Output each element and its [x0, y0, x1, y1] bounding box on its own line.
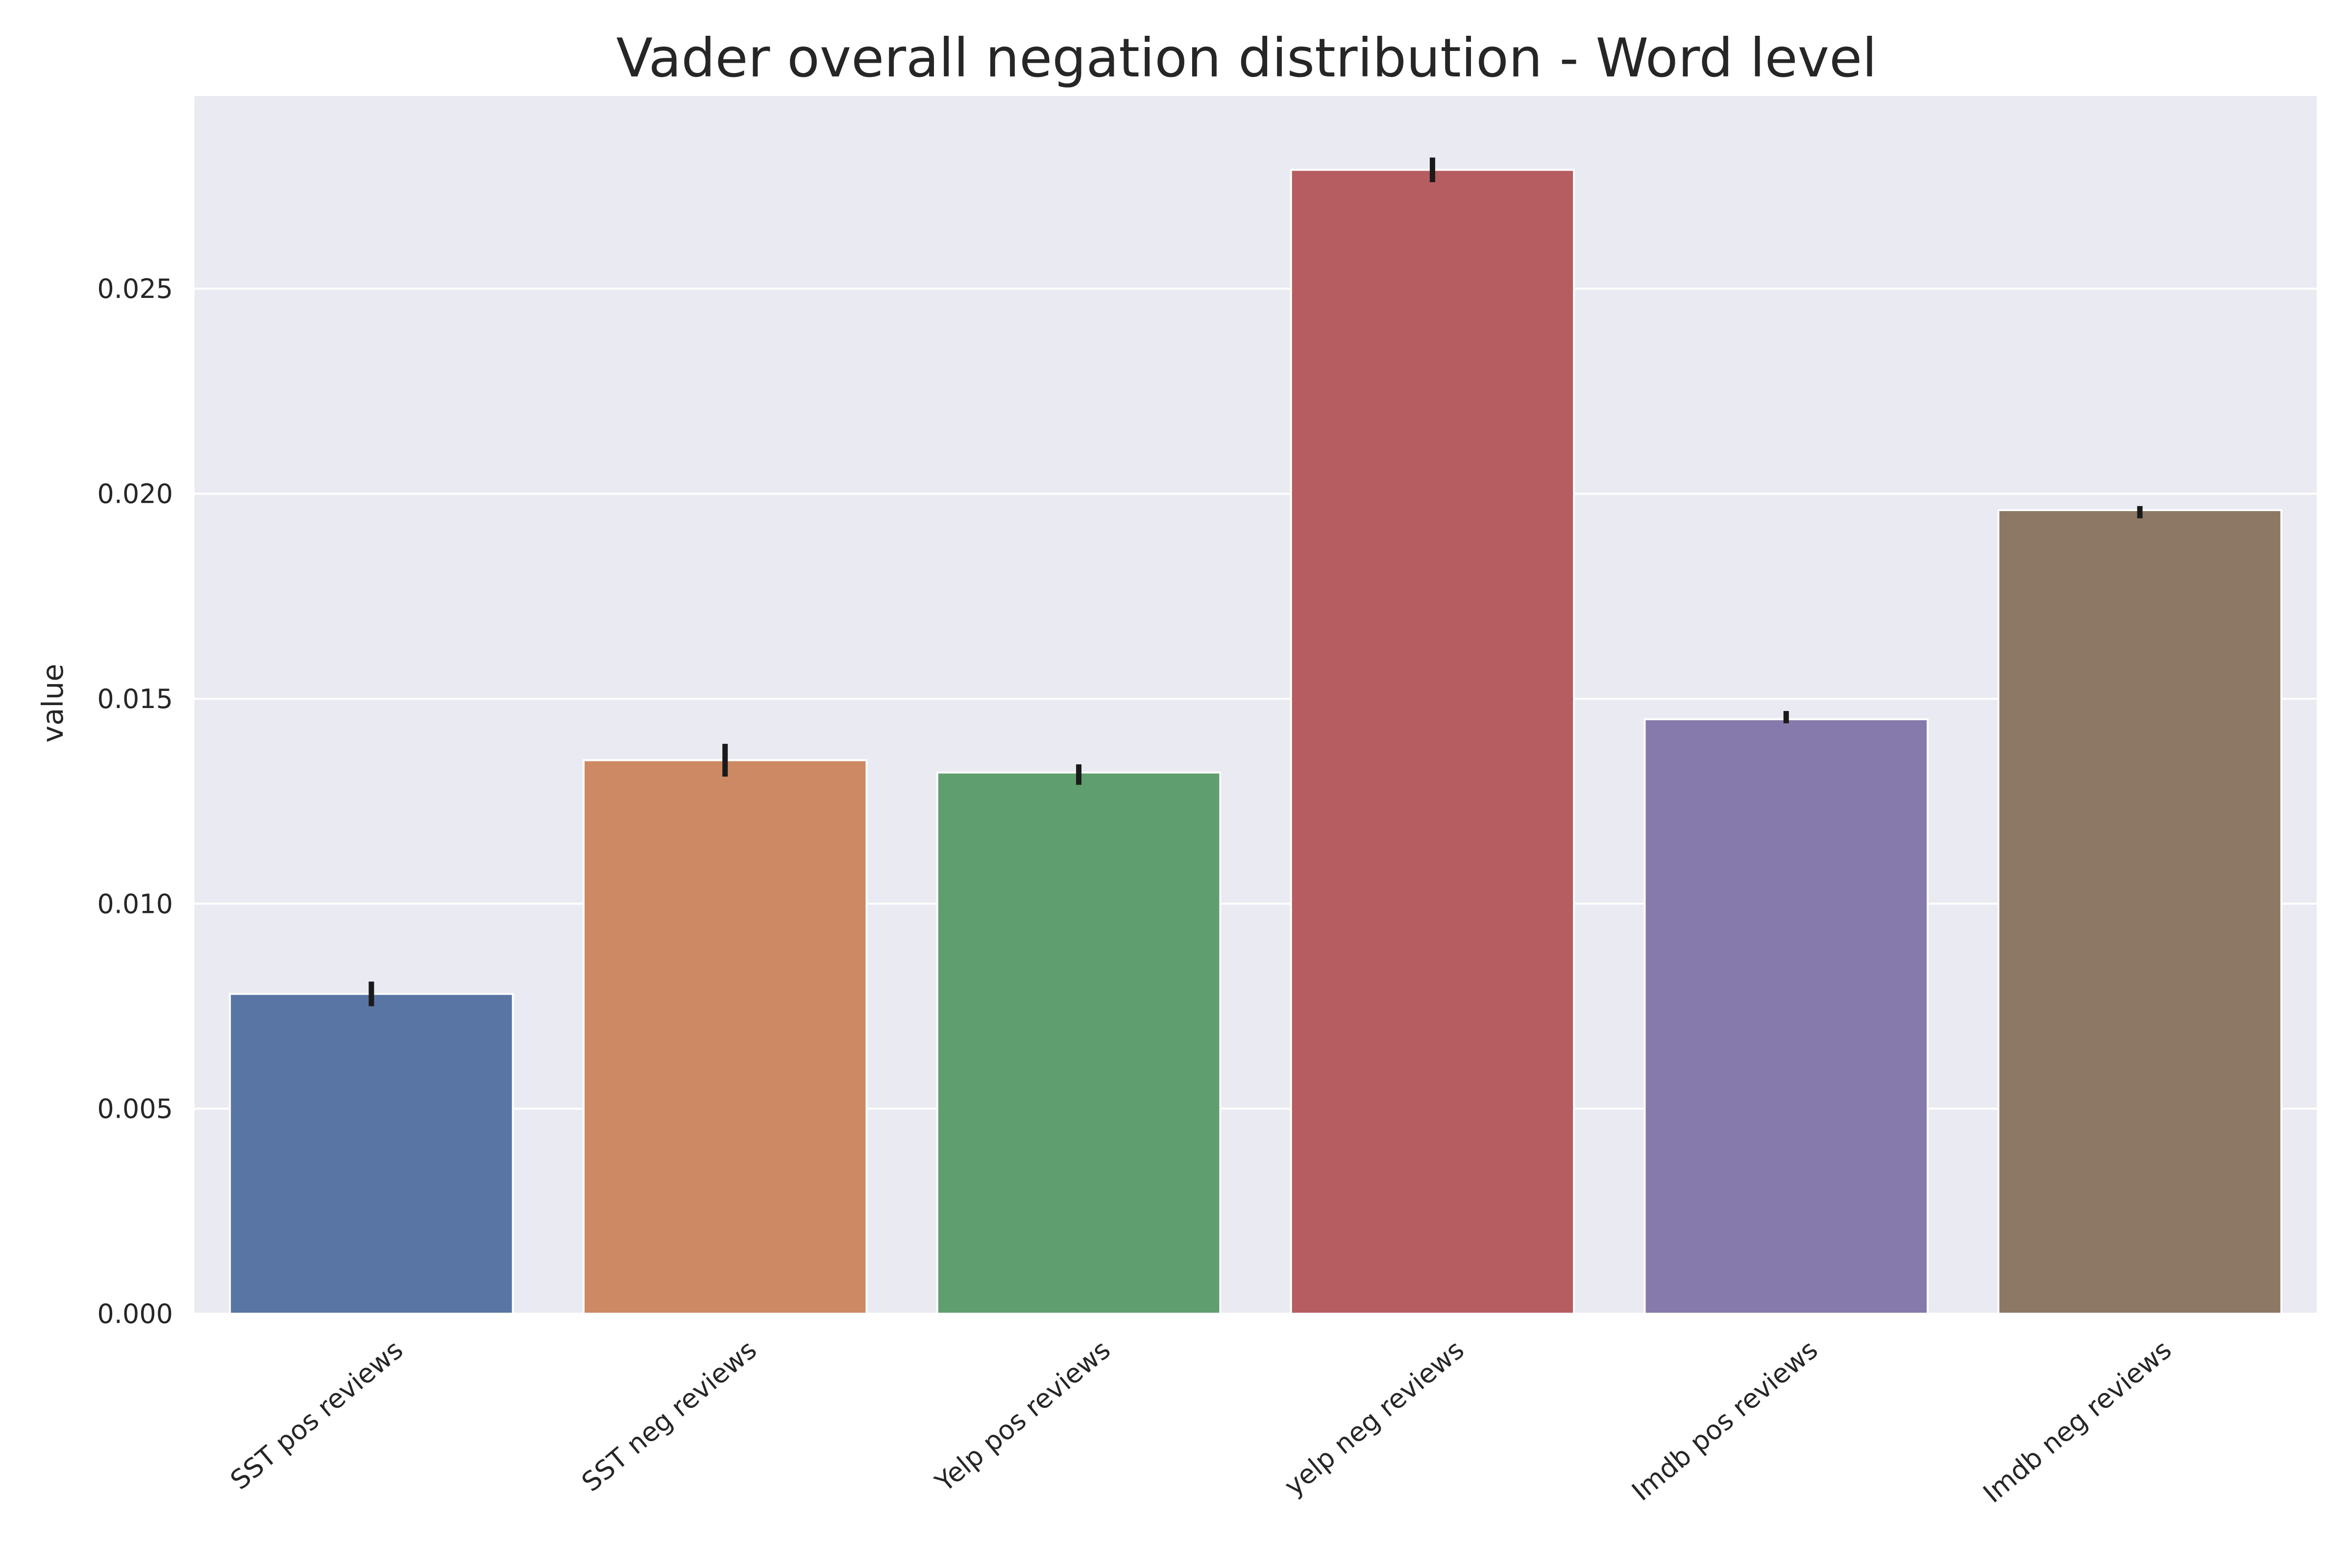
x-tick-label: Imdb neg reviews: [1977, 1334, 2177, 1509]
y-tick-label: 0.005: [97, 1094, 173, 1125]
bar-1: [229, 993, 514, 1315]
error-bars: [368, 157, 2143, 1006]
x-tick-label: Imdb pos reviews: [1626, 1334, 1823, 1507]
y-tick-label: 0.000: [97, 1298, 173, 1329]
bar-6: [1997, 509, 2282, 1315]
x-tick-labels: SST pos reviews SST neg reviews Yelp pos r…: [224, 1334, 2177, 1509]
bar-2: [583, 759, 868, 1315]
y-axis-label: value: [36, 663, 70, 742]
x-tick-label: SST neg reviews: [576, 1334, 762, 1498]
plot-background: [195, 96, 2317, 1314]
y-tick-label: 0.010: [97, 888, 173, 919]
gridlines: [195, 288, 2317, 1315]
bars: [229, 169, 2282, 1315]
x-tick-label: yelp neg reviews: [1278, 1334, 1470, 1502]
y-tick-label: 0.020: [97, 479, 173, 510]
chart-title: Vader overall negation distribution - Wo…: [616, 27, 1877, 89]
y-tick-label: 0.015: [97, 684, 173, 714]
y-tick-label: 0.025: [97, 273, 173, 304]
y-tick-labels: 0.000 0.005 0.010 0.015 0.020 0.025: [97, 273, 173, 1329]
x-tick-label: Yelp pos reviews: [929, 1334, 1116, 1498]
x-tick-label: SST pos reviews: [224, 1334, 409, 1496]
bar-4: [1290, 169, 1575, 1315]
bar-3: [936, 771, 1222, 1315]
bar-5: [1643, 718, 1929, 1315]
